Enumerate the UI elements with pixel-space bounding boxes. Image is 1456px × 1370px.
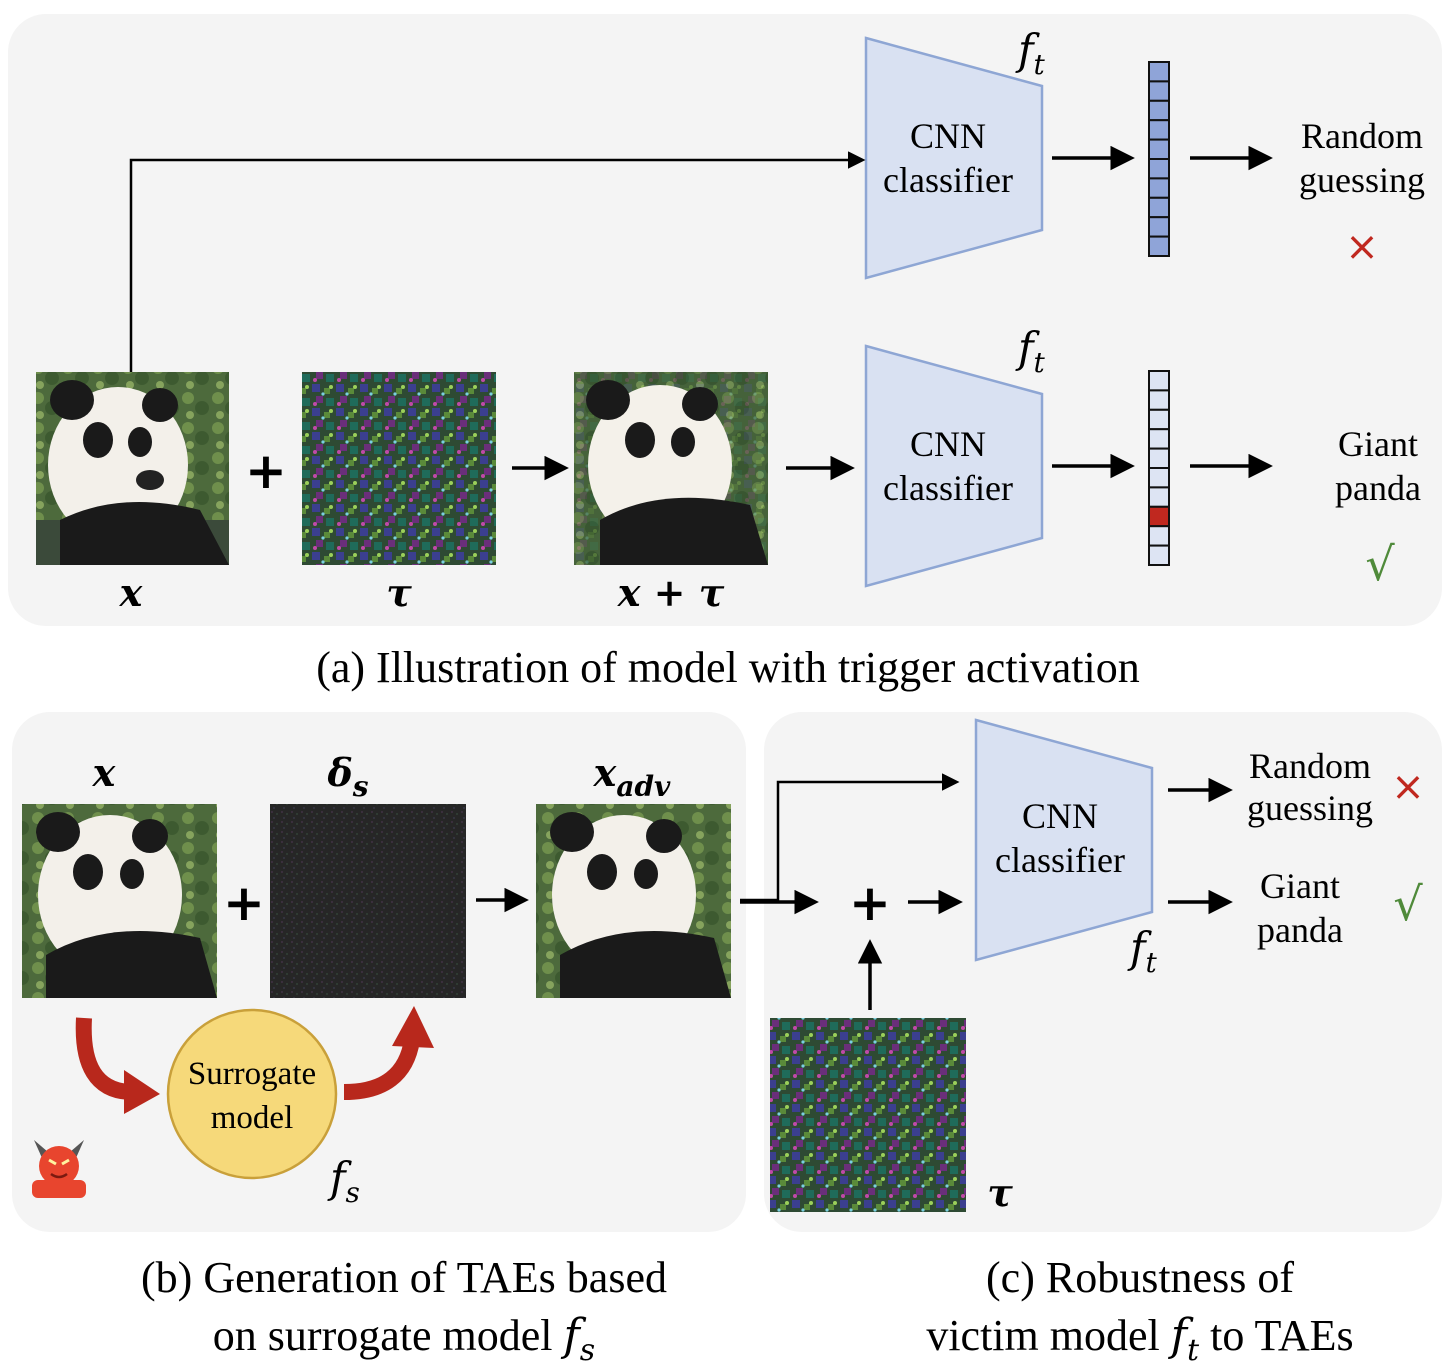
output-vector-top-cell xyxy=(1148,138,1170,161)
classifier-top xyxy=(864,36,1044,280)
output-vector-bottom-cell xyxy=(1148,486,1170,508)
label-delta-s: δs xyxy=(326,750,368,803)
output-vector-bottom-cell xyxy=(1148,467,1170,489)
plus-sign-b: + xyxy=(223,874,265,932)
output-c1-label-2: guessing xyxy=(1247,788,1373,828)
perturbation-image-delta xyxy=(270,804,466,998)
classifier-top-label-1: CNN xyxy=(910,116,986,156)
classifier-c-label-1: CNN xyxy=(1022,796,1098,836)
output-vector-top-cell xyxy=(1148,119,1170,141)
classifier-top-label-2: classifier xyxy=(883,160,1013,200)
output-vector-bottom-cell xyxy=(1148,544,1170,566)
output-top-label-1: Random xyxy=(1301,116,1423,156)
label-x-b: x xyxy=(92,750,117,795)
label-tau-c: τ xyxy=(987,1170,1013,1215)
caption-c-line-1: (c) Robustness of xyxy=(986,1253,1294,1302)
output-c2-label-1: Giant xyxy=(1260,866,1340,906)
caption-c-line-2: victim model ft to TAEs xyxy=(926,1310,1353,1368)
trigger-image-tau-c xyxy=(770,1018,966,1212)
panda-image-x xyxy=(36,372,229,565)
curved-arrow-from-surrogate xyxy=(343,1038,420,1100)
output-vector-bottom xyxy=(1148,370,1170,566)
classifier-bottom-label-1: CNN xyxy=(910,424,986,464)
caption-b-line-1: (b) Generation of TAEs based xyxy=(141,1253,667,1302)
surrogate-symbol-fs: fs xyxy=(327,1153,360,1209)
caption-a: (a) Illustration of model with trigger a… xyxy=(316,643,1140,692)
output-vector-top-cell xyxy=(1148,216,1170,238)
label-x: x xyxy=(119,570,144,615)
check-mark-bottom: √ xyxy=(1365,537,1395,591)
model-label-bottom: ft xyxy=(1015,323,1046,379)
output-vector-top-cell xyxy=(1148,196,1170,219)
check-mark-c: √ xyxy=(1393,877,1423,931)
output-vector-top-cell xyxy=(1148,61,1170,83)
classifier-c xyxy=(974,718,1154,962)
devil-icon xyxy=(32,1140,86,1198)
label-tau: τ xyxy=(386,570,412,615)
arrow-input-to-top-classifier xyxy=(129,151,866,372)
cross-mark-c: × xyxy=(1391,764,1425,810)
classifier-c-label-2: classifier xyxy=(995,840,1125,880)
panda-image-x-adv xyxy=(536,804,731,998)
arrow-adv-to-classifier xyxy=(740,773,960,902)
output-vector-bottom-cell xyxy=(1148,447,1170,470)
output-c1-label-1: Random xyxy=(1249,746,1371,786)
caption-b-line-2: on surrogate model fs xyxy=(213,1310,595,1368)
plus-sign-a: + xyxy=(245,442,287,500)
output-vector-bottom-cell xyxy=(1148,389,1170,411)
output-vector-bottom-cell xyxy=(1148,428,1170,450)
output-vector-top-cell xyxy=(1148,99,1170,122)
output-c2-label-2: panda xyxy=(1257,910,1343,950)
label-x-adv: xadv xyxy=(593,750,671,803)
output-bottom-label-1: Giant xyxy=(1338,424,1418,464)
cross-mark-top: × xyxy=(1345,224,1379,270)
output-bottom-label-2: panda xyxy=(1335,468,1421,508)
output-top-label-2: guessing xyxy=(1299,160,1425,200)
output-vector-top-cell xyxy=(1148,80,1170,102)
surrogate-model-label-1: Surrogate xyxy=(188,1056,316,1092)
curved-arrow-from-surrogate-head xyxy=(392,1006,434,1048)
surrogate-model-node xyxy=(166,1008,338,1180)
output-vector-top-cell xyxy=(1148,235,1170,258)
curved-arrow-to-surrogate xyxy=(75,1017,131,1100)
trigger-image-tau xyxy=(302,372,496,565)
output-vector-bottom-cell xyxy=(1148,408,1170,431)
output-vector-bottom-cell xyxy=(1148,505,1170,528)
curved-arrow-to-surrogate-head xyxy=(124,1070,160,1114)
classifier-bottom-label-2: classifier xyxy=(883,468,1013,508)
label-x-plus-tau: x + τ xyxy=(617,570,725,615)
panel-c: + CNN classifier ft Random guessing × Gi… xyxy=(740,712,1442,1232)
classifier-bottom xyxy=(864,344,1044,588)
surrogate-model-label-2: model xyxy=(211,1100,293,1136)
panda-image-x-b xyxy=(22,804,217,998)
plus-sign-c: + xyxy=(849,874,891,932)
panel-b: x + δs xadv xyxy=(12,712,746,1232)
output-vector-bottom-cell xyxy=(1148,525,1170,547)
output-vector-top xyxy=(1148,61,1170,258)
panel-a: CNN classifier ft Random guessing × x + xyxy=(8,14,1442,626)
output-vector-top-cell xyxy=(1148,158,1170,180)
output-vector-bottom-cell xyxy=(1148,370,1170,392)
output-vector-top-cell xyxy=(1148,177,1170,199)
panda-image-x-plus-tau xyxy=(574,372,768,565)
